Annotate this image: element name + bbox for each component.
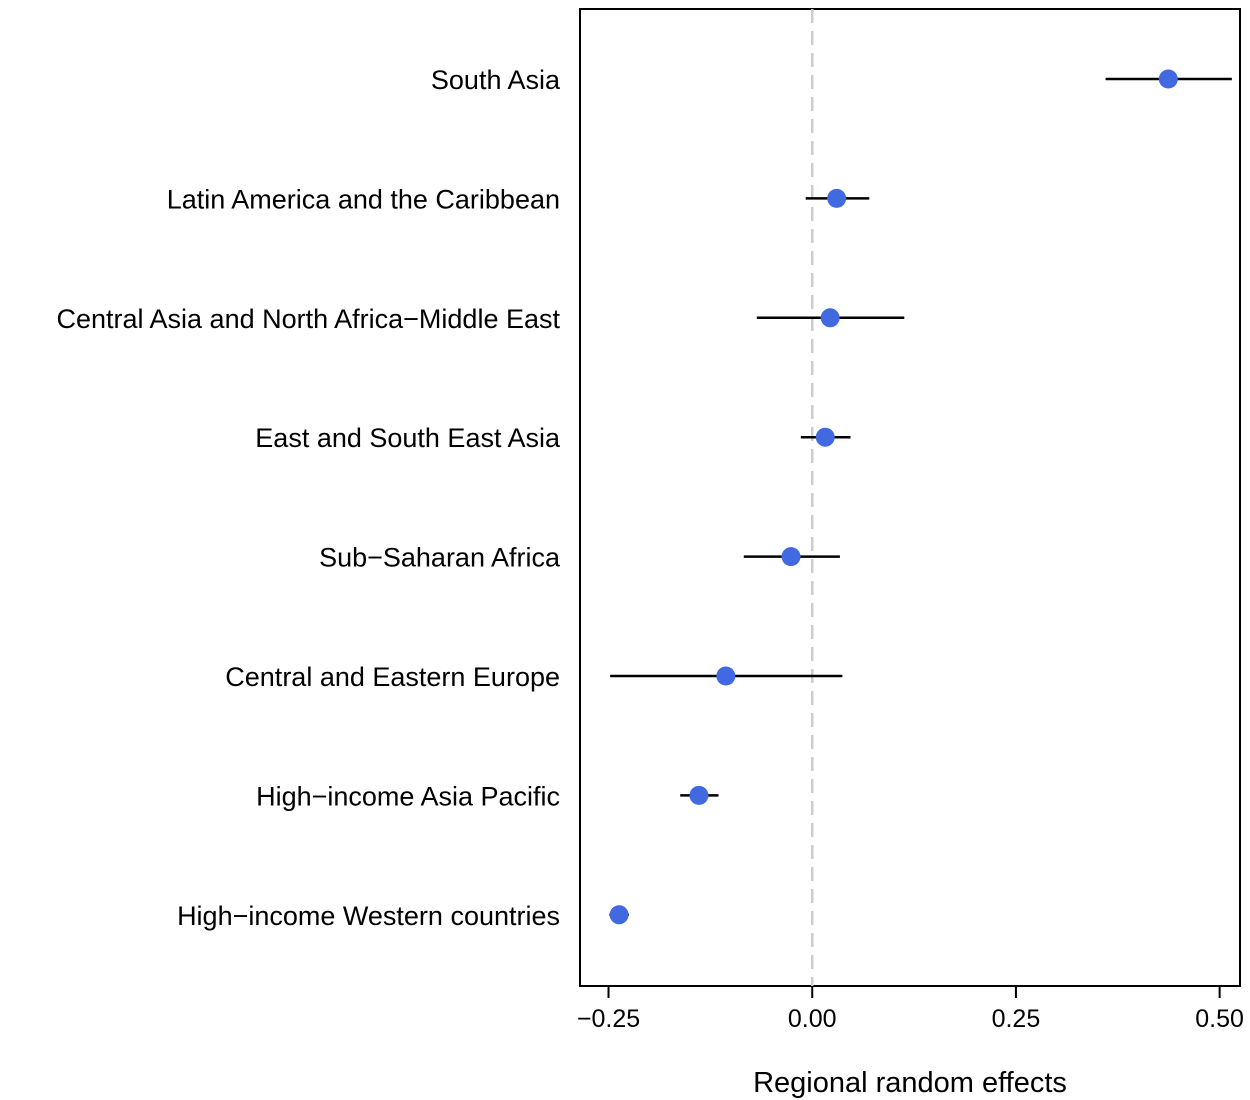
- point-6: [689, 785, 709, 805]
- category-label-0: South Asia: [431, 65, 561, 95]
- point-0: [1158, 69, 1178, 89]
- category-label-1: Latin America and the Caribbean: [167, 184, 560, 214]
- point-2: [820, 308, 840, 328]
- category-label-5: Central and Eastern Europe: [225, 662, 560, 692]
- point-3: [815, 427, 835, 447]
- x-tick-label-2: 0.25: [992, 1005, 1041, 1033]
- point-5: [716, 666, 736, 686]
- point-1: [827, 188, 847, 208]
- category-label-7: High−income Western countries: [177, 901, 560, 931]
- x-axis-title: Regional random effects: [753, 1067, 1067, 1099]
- category-label-4: Sub−Saharan Africa: [319, 543, 561, 573]
- x-tick-label-0: −0.25: [577, 1005, 640, 1033]
- category-label-6: High−income Asia Pacific: [256, 781, 560, 811]
- category-label-2: Central Asia and North Africa−Middle Eas…: [56, 304, 560, 334]
- category-label-3: East and South East Asia: [255, 423, 561, 453]
- point-4: [781, 547, 801, 567]
- x-tick-label-3: 0.50: [1195, 1005, 1244, 1033]
- point-7: [609, 905, 629, 925]
- x-axis: −0.25 0.00 0.25 0.50: [577, 986, 1244, 1033]
- x-tick-label-1: 0.00: [788, 1005, 837, 1033]
- category-labels: South Asia Latin America and the Caribbea…: [56, 65, 560, 931]
- plot-panel: [579, 8, 1241, 987]
- data-marks: [609, 69, 1232, 925]
